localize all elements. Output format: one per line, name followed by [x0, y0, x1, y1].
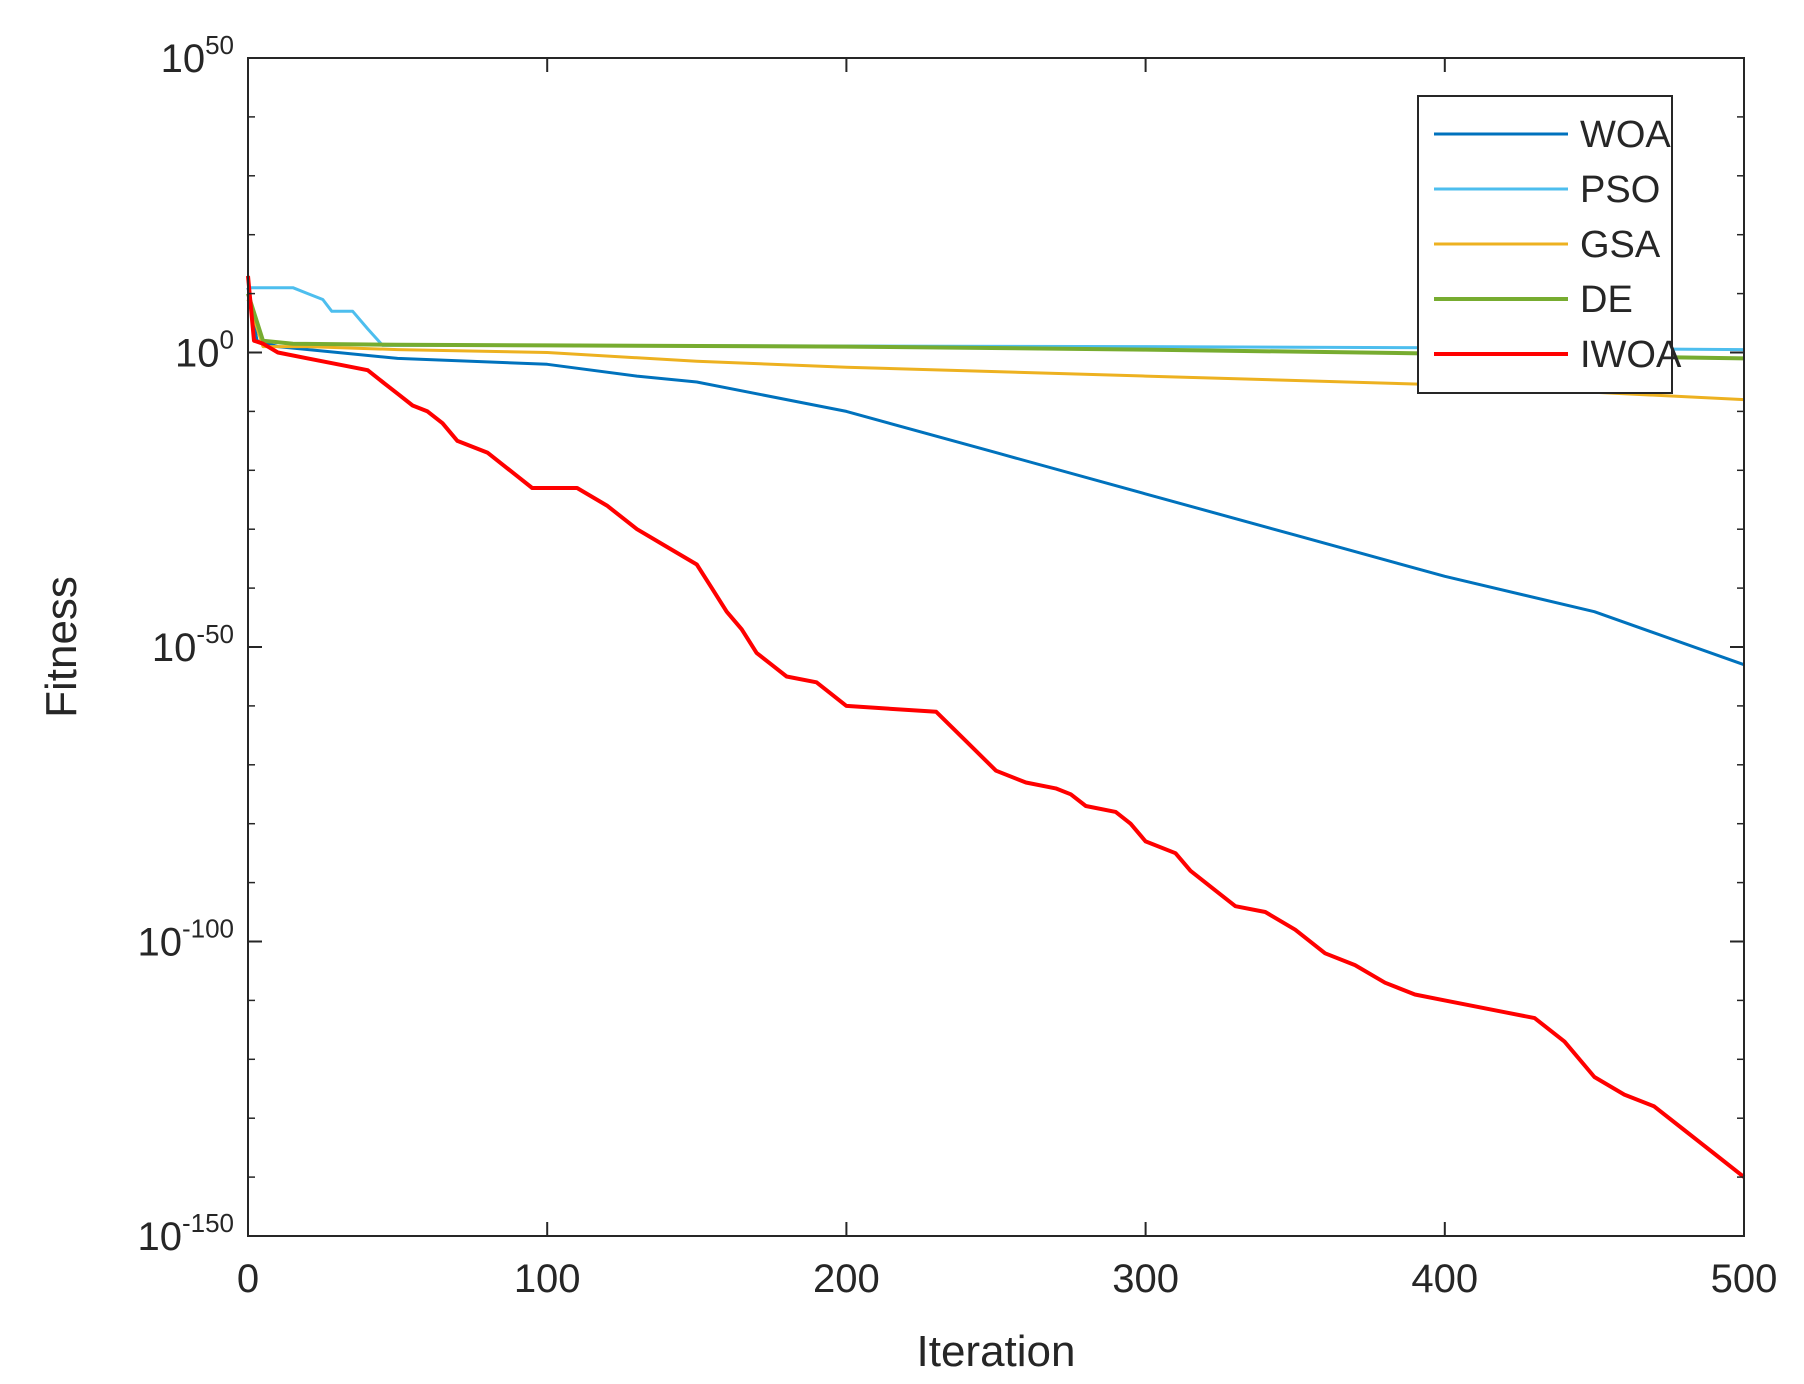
y-tick-label: 1050 — [161, 30, 234, 81]
x-tick-label: 400 — [1411, 1257, 1478, 1301]
legend-label-pso: PSO — [1580, 169, 1660, 211]
x-tick-label: 300 — [1112, 1257, 1179, 1301]
x-tick-label: 0 — [237, 1257, 259, 1301]
series-line-woa — [246, 287, 1745, 667]
series-layer — [246, 275, 1746, 1179]
x-tick-label: 100 — [514, 1257, 581, 1301]
series-line-gsa — [246, 299, 1745, 402]
legend-label-woa: WOA — [1580, 114, 1671, 156]
legend-label-de: DE — [1580, 279, 1633, 321]
legend-label-iwoa: IWOA — [1580, 334, 1682, 376]
series-line-pso — [248, 286, 1745, 352]
y-tick-label: 10-100 — [137, 914, 234, 965]
y-tick-label: 10-50 — [152, 619, 234, 670]
legend: WOA PSO GSA DE IWOA — [1417, 95, 1682, 394]
y-axis-title: Fitness — [37, 576, 86, 718]
legend-label-gsa: GSA — [1580, 224, 1661, 266]
y-tick-label: 10-150 — [137, 1208, 234, 1259]
x-tick-label: 500 — [1711, 1257, 1778, 1301]
y-tick-label: 100 — [175, 325, 234, 376]
series-line-de — [246, 292, 1745, 361]
series-line-iwoa — [246, 275, 1746, 1179]
ticks-layer: 0 100 200 300 400 500 1050 100 10-50 10-100 10-150 — [137, 30, 1777, 1301]
x-tick-label: 200 — [813, 1257, 880, 1301]
x-axis-title: Iteration — [917, 1327, 1076, 1376]
